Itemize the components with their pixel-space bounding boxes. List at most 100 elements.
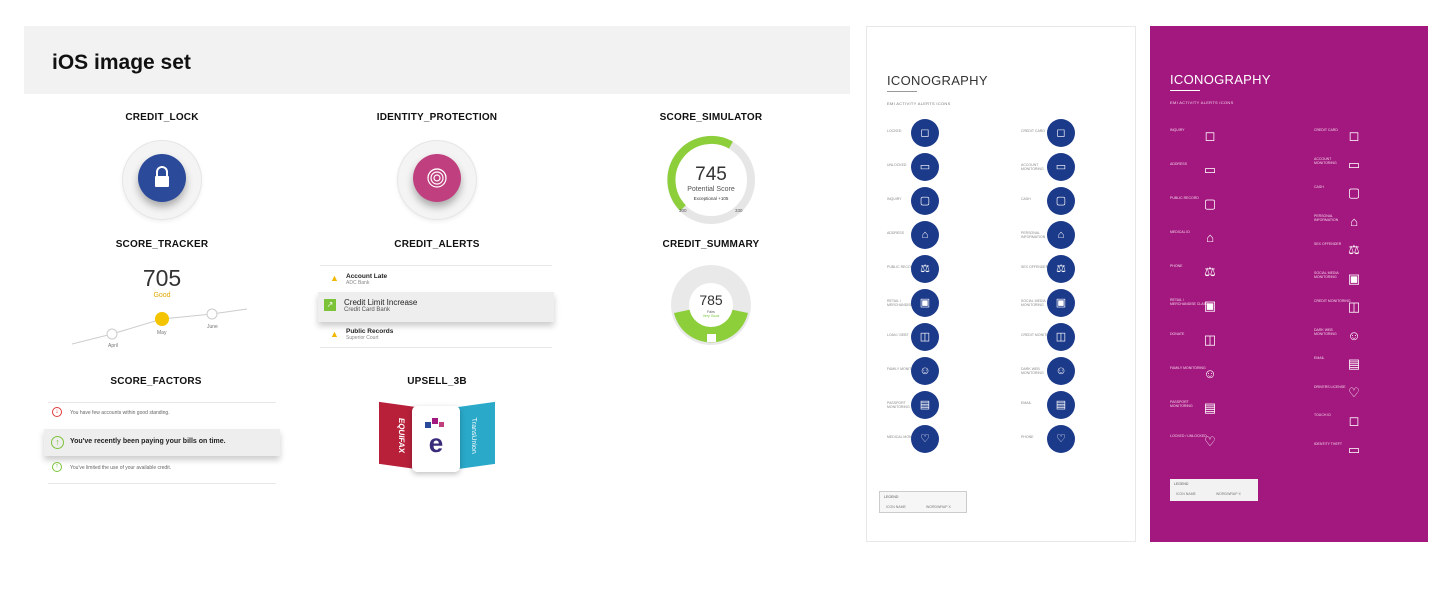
divider	[320, 347, 552, 348]
icon-label: SEX OFFENDER	[1021, 265, 1049, 269]
email-icon: ▤	[1047, 391, 1075, 419]
icon-label: CREDIT CARD	[1021, 129, 1045, 133]
locked-unlocked-icon: ♡	[1204, 434, 1216, 449]
gauge-max: 330	[735, 208, 743, 213]
experian-logo: e	[428, 428, 444, 458]
tile-title: SCORE_TRACKER	[115, 239, 209, 250]
account-monitoring-icon: ▭	[1047, 153, 1075, 181]
medical-id-icon: ⌂	[1206, 230, 1214, 245]
legend-title: LEGEND	[884, 495, 899, 499]
tracker-month: May	[157, 330, 167, 336]
icon-label: RETAIL / MERCHANDISE CLAIM	[1170, 298, 1208, 306]
credit-lock-tile: CREDIT_LOCK	[32, 112, 292, 237]
score-tracker-line	[72, 308, 248, 345]
sheet-title: ICONOGRAPHY	[1170, 72, 1271, 87]
social-media-monitoring-icon: ▣	[1347, 270, 1361, 286]
factor-text: You've limited the use of your available…	[70, 465, 172, 471]
alert-sub: Credit Card Bank	[344, 307, 391, 313]
down-arrow-icon: ↓	[52, 407, 62, 417]
tile-title: CREDIT_LOCK	[125, 112, 199, 123]
sheet-subtitle: EMI ACTIVITY ALERTS ICONS	[887, 101, 951, 106]
divider	[320, 265, 552, 266]
page-title: iOS image set	[52, 51, 191, 74]
cash-icon: ▢	[1347, 185, 1361, 200]
retail-merchandise-claim-icon: ▣	[911, 289, 939, 317]
icon-label: PASSPORT MONITORING	[1170, 400, 1193, 408]
icon-label: ADDRESS	[887, 231, 904, 235]
phone-icon: ⚖	[1204, 264, 1216, 279]
summary-score: 785	[699, 292, 723, 308]
sheet-title: ICONOGRAPHY	[887, 73, 988, 88]
sheet-subtitle: EMI ACTIVITY ALERTS ICONS	[1170, 100, 1234, 105]
social-media-monitoring-icon: ▣	[1047, 289, 1075, 317]
inquiry-icon: ◻	[1204, 128, 1216, 143]
legend-box: LEGEND ICON NAME WORDWRAP X	[1170, 479, 1258, 501]
legend-box: LEGEND ICON NAME WORDWRAP X	[879, 491, 967, 513]
credit-monitoring-icon: ◫	[1347, 299, 1361, 314]
score-factors-tile: SCORE_FACTORS ↓ You have few accounts wi…	[32, 376, 292, 501]
iconography-sheet-white: ICONOGRAPHY EMI ACTIVITY ALERTS ICONS LE…	[866, 26, 1136, 542]
icon-label: PUBLIC RECORD	[1170, 196, 1199, 200]
warning-icon: ▲	[330, 273, 339, 283]
lock-icon	[138, 154, 186, 202]
public-record-icon: ⚖	[911, 255, 939, 283]
icon-label: SOCIAL MEDIA MONITORING	[1314, 270, 1339, 279]
simulated-score-change: Exceptional +105	[693, 196, 729, 201]
icon-label: DARK WEB MONITORING	[1314, 327, 1337, 336]
upsell-3b-tile: UPSELL_3B EQUIFAX TransUnion e	[307, 376, 567, 501]
icon-label: IDENTITY THEFT	[1314, 441, 1343, 446]
icon-label: UNLOCKED	[887, 163, 907, 167]
identity-protection-badge	[397, 140, 477, 220]
logo-dot	[439, 422, 444, 427]
tracker-score: 705	[142, 265, 182, 291]
credit-lock-badge	[122, 140, 202, 220]
credit-alerts-tile: CREDIT_ALERTS ▲ Account Late ADC Bank ↗ …	[318, 239, 580, 364]
credit-card-icon: ◻	[1047, 119, 1075, 147]
address-icon: ⌂	[911, 221, 939, 249]
icon-label: PUBLIC RECORD	[887, 265, 916, 269]
factor-row-highlighted[interactable]: ↑ You've recently been paying your bills…	[44, 429, 280, 456]
icon-label: LOCKED	[887, 129, 902, 133]
alert-row[interactable]: ▲ Account Late ADC Bank	[320, 271, 550, 299]
icon-label: CREDIT MONITORING	[1314, 299, 1351, 303]
icon-label: PHONE	[1170, 264, 1183, 268]
icon-label: LOAN / DEBT	[887, 333, 909, 337]
icon-label: RETAIL / MERCHANDISE CLAIM	[887, 299, 925, 307]
icon-label: ACCOUNT MONITORING	[1021, 163, 1044, 171]
warning-icon: ▲	[330, 329, 339, 339]
tracker-rating: Good	[153, 292, 171, 299]
icon-label: SEX OFFENDER	[1314, 242, 1342, 246]
personal-information-icon: ⌂	[1350, 213, 1358, 229]
icon-label: CASH	[1021, 197, 1031, 201]
simulated-score-label: Potential Score	[687, 186, 735, 193]
icon-label: CREDIT MONITORING	[1021, 333, 1058, 337]
passport-monitoring-icon: ▤	[911, 391, 939, 419]
legend-b: WORDWRAP X	[1216, 492, 1241, 496]
alert-row[interactable]: ▲ Public Records Superior Court	[320, 327, 550, 355]
personal-information-icon: ⌂	[1047, 221, 1075, 249]
icon-label: SOCIAL MEDIA MONITORING	[1021, 299, 1046, 307]
gauge-min: 300	[679, 208, 687, 213]
tile-title: UPSELL_3B	[407, 376, 467, 387]
identity-protection-tile: IDENTITY_PROTECTION	[307, 112, 567, 237]
alert-sub: ADC Bank	[346, 280, 370, 286]
icon-label: PHONE	[1021, 435, 1034, 439]
factor-text: You have few accounts within good standi…	[70, 410, 170, 416]
page-header: iOS image set	[24, 26, 850, 94]
alert-row-highlighted[interactable]: ↗ Credit Limit Increase Credit Card Bank	[318, 292, 554, 322]
family-monitoring-icon: ☺	[1203, 366, 1217, 381]
icon-label: MEDICAL MONITORING	[887, 435, 927, 439]
title-underline	[1170, 90, 1200, 91]
icon-label: ACCOUNT MONITORING	[1314, 156, 1337, 165]
legend-b: WORDWRAP X	[926, 505, 951, 509]
credit-summary-donut	[671, 265, 751, 345]
icon-label: PERSONAL INFORMATION	[1314, 213, 1339, 222]
score-simulator-gauge	[667, 135, 755, 224]
credit-card-icon: ◻	[1348, 128, 1360, 143]
dark-web-monitoring-icon: ☺	[1047, 357, 1075, 385]
alert-title: Public Records	[346, 328, 394, 335]
logo-dot	[425, 422, 431, 428]
fingerprint-icon	[413, 154, 461, 202]
icon-label: LOCKED / UNLOCKED	[1170, 434, 1207, 438]
